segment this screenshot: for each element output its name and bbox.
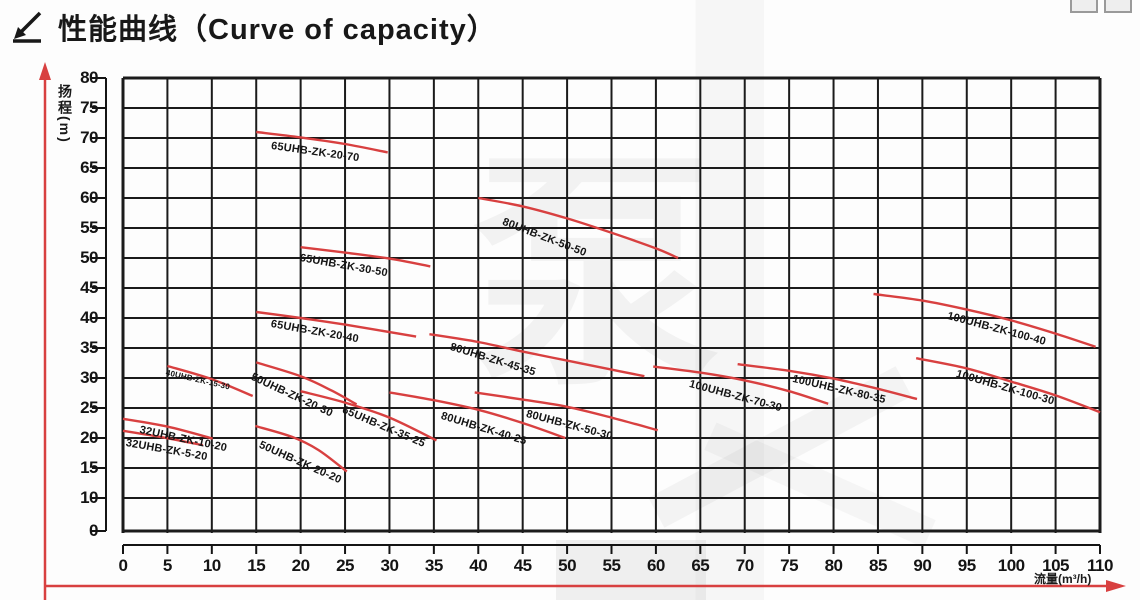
y-tick-label: 65 [80,158,98,177]
x-tick-label: 15 [247,556,266,575]
curve-65UHB-ZK-20-40 [256,310,417,338]
grid-lines [121,76,1102,533]
curve-80UHB-ZK-50-50 [478,196,679,260]
x-tick-label: 10 [202,556,221,575]
x-tick-label: 45 [513,556,532,575]
curve-80UHB-ZK-40-25 [389,391,566,440]
y-tick-label: 25 [80,398,98,417]
y-tick-label: 70 [80,128,98,147]
x-tick-label: 55 [602,556,621,575]
x-tick-label: 25 [336,556,354,575]
title-row: 性能曲线（Curve of capacity） [10,6,497,48]
watermark-block [556,540,706,600]
x-tick-label: 40 [469,556,488,575]
x-tick-label: 50 [558,556,577,575]
curve-100UHB-ZK-70-30 [653,365,829,405]
x-tick-label: 5 [162,556,172,575]
axis-tick-rulers [92,77,1101,554]
y-tick-label: 50 [80,248,98,267]
x-tick-label: 35 [424,556,443,575]
page-title: 性能曲线（Curve of capacity） [58,14,497,46]
y-tick-label: 10 [80,488,98,507]
y-tick-label: 55 [80,218,98,237]
curve-65UHB-ZK-20-70 [256,130,388,154]
window-button-fragment-icon [1070,0,1098,13]
x-tick-label: 90 [913,556,932,575]
curve-40UHB-ZK-15-30 [167,364,254,398]
window-button-fragment-icon [1104,0,1132,13]
angle-arrow-icon [13,11,42,43]
x-tick-label: 0 [118,556,128,575]
y-axis-title: 扬程(m) [57,84,73,144]
x-tick-label: 30 [380,556,399,575]
curve-100UHB-ZK-100-40 [873,292,1096,348]
x-axis-title: 流量(m³/h) [1034,572,1092,586]
window-fragment [1070,0,1132,13]
curve-50UHB-ZK-20-20 [254,424,348,473]
x-tick-label: 105 [1042,556,1070,575]
y-tick-label: 80 [80,68,98,87]
curve-65UHB-ZK-30-50 [300,246,431,268]
curve-80UHB-ZK-50-30 [474,391,659,432]
curve-32UHB-ZK-5-20 [122,429,204,447]
y-tick-label: 35 [80,338,98,357]
y-tick-label: 15 [80,458,98,477]
red-axis-arrows [39,62,1126,600]
pump-curves [122,130,1101,473]
curve-65UHB-ZK-35-25 [300,390,438,442]
curve-100UHB-ZK-100-30 [915,357,1101,414]
x-tick-label: 60 [646,556,665,575]
y-tick-label: 30 [80,368,98,387]
y-tick-label: 20 [80,428,98,447]
curve-32UHB-ZK-10-20 [122,417,214,440]
x-tick-label: 85 [868,556,887,575]
x-tick-label: 100 [997,556,1025,575]
y-tick-label: 45 [80,278,98,297]
y-tick-label: 40 [80,308,98,327]
x-tick-label: 80 [824,556,843,575]
x-tick-label: 110 [1087,556,1113,575]
curve-100UHB-ZK-80-35 [737,363,918,401]
x-tick-label: 75 [780,556,799,575]
y-tick-label: 0 [89,521,98,540]
curve-80UHB-ZK-45-35 [429,333,645,378]
x-tick-label: 20 [291,556,310,575]
x-tick-label: 70 [735,556,754,575]
y-tick-label: 60 [80,188,98,207]
x-tick-label: 65 [691,556,710,575]
curve-50UHB-ZK-20-30 [255,361,358,406]
y-tick-label: 75 [80,98,98,117]
x-tick-label: 95 [957,556,976,575]
